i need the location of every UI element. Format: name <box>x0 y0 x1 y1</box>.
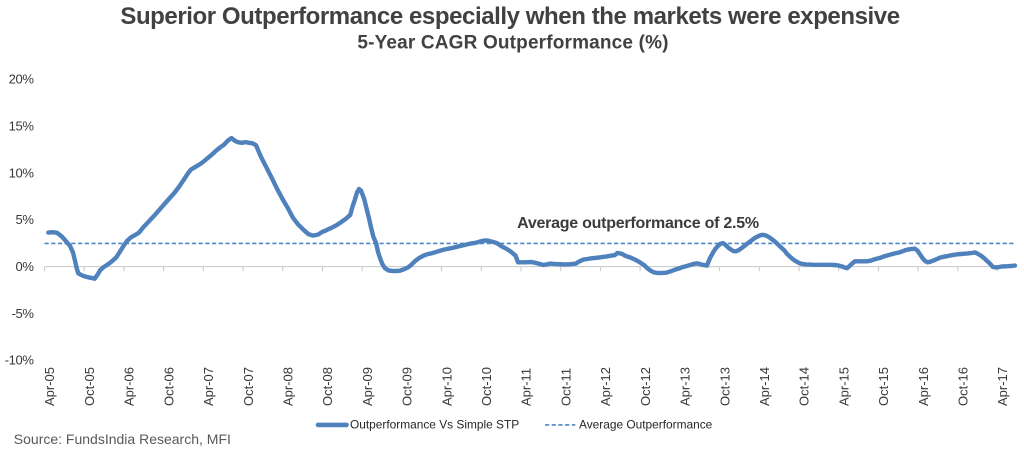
svg-text:Apr-08: Apr-08 <box>281 367 296 406</box>
svg-text:-5%: -5% <box>12 306 35 321</box>
svg-text:Average Outperformance: Average Outperformance <box>579 417 713 431</box>
svg-text:Apr-17: Apr-17 <box>995 367 1010 406</box>
svg-text:5-Year CAGR Outperformance (%): 5-Year CAGR Outperformance (%) <box>357 33 668 54</box>
svg-text:Source: FundsIndia Research, M: Source: FundsIndia Research, MFI <box>14 431 231 447</box>
svg-text:Oct-14: Oct-14 <box>797 367 812 406</box>
svg-text:Oct-16: Oct-16 <box>956 367 971 406</box>
svg-text:Apr-15: Apr-15 <box>836 367 851 406</box>
svg-text:Outperformance Vs Simple STP: Outperformance Vs Simple STP <box>350 417 519 431</box>
svg-text:Oct-07: Oct-07 <box>241 367 256 406</box>
svg-text:Apr-05: Apr-05 <box>42 367 57 406</box>
svg-text:Superior Outperformance especi: Superior Outperformance especially when … <box>120 3 899 30</box>
svg-text:Oct-10: Oct-10 <box>479 367 494 406</box>
svg-text:Average outperformance of 2.5%: Average outperformance of 2.5% <box>517 215 759 232</box>
svg-text:Apr-16: Apr-16 <box>916 367 931 406</box>
svg-text:10%: 10% <box>9 165 35 180</box>
svg-text:Oct-09: Oct-09 <box>400 367 415 406</box>
svg-text:5%: 5% <box>16 212 35 227</box>
svg-text:Oct-15: Oct-15 <box>876 367 891 406</box>
svg-text:-10%: -10% <box>5 353 35 368</box>
svg-text:Oct-08: Oct-08 <box>320 367 335 406</box>
svg-text:Oct-13: Oct-13 <box>717 367 732 406</box>
svg-text:Oct-12: Oct-12 <box>638 367 653 406</box>
svg-text:Apr-13: Apr-13 <box>678 367 693 406</box>
svg-text:Oct-06: Oct-06 <box>161 367 176 406</box>
svg-text:Oct-11: Oct-11 <box>558 368 573 406</box>
svg-text:15%: 15% <box>9 119 35 134</box>
svg-text:Apr-12: Apr-12 <box>598 367 613 406</box>
svg-text:Apr-11: Apr-11 <box>519 368 534 406</box>
svg-text:Oct-05: Oct-05 <box>82 367 97 406</box>
svg-text:Apr-10: Apr-10 <box>439 367 454 406</box>
svg-text:Apr-09: Apr-09 <box>360 367 375 406</box>
svg-text:Apr-06: Apr-06 <box>122 367 137 406</box>
svg-text:Apr-14: Apr-14 <box>757 367 772 406</box>
svg-text:20%: 20% <box>9 72 35 87</box>
svg-text:0%: 0% <box>16 259 35 274</box>
svg-text:Apr-07: Apr-07 <box>201 367 216 406</box>
